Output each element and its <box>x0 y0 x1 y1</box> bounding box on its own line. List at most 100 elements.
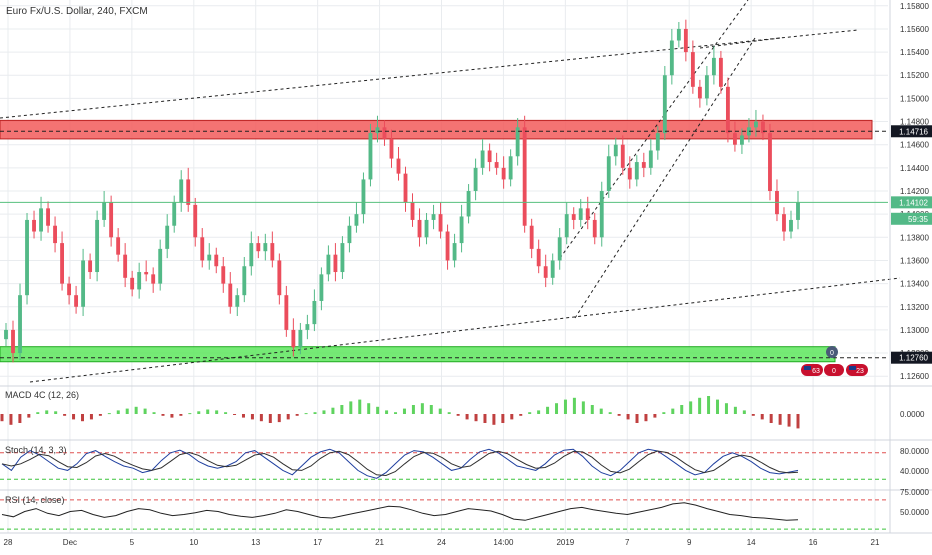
trendline[interactable] <box>699 37 781 49</box>
trendline[interactable] <box>574 37 756 319</box>
candle-body[interactable] <box>585 208 590 220</box>
candle-body[interactable] <box>81 260 86 307</box>
candle-body[interactable] <box>95 219 100 273</box>
candle-body[interactable] <box>312 300 317 325</box>
candle-body[interactable] <box>60 243 64 284</box>
candle-body[interactable] <box>550 260 555 278</box>
candle-body[interactable] <box>361 179 366 215</box>
candle-body[interactable] <box>326 254 331 275</box>
candle-body[interactable] <box>648 150 653 168</box>
candle-body[interactable] <box>599 191 604 238</box>
candle-body[interactable] <box>711 57 716 76</box>
candle-body[interactable] <box>592 219 597 238</box>
candle-body[interactable] <box>466 191 471 217</box>
candle-body[interactable] <box>655 133 660 151</box>
candle-body[interactable] <box>606 156 611 191</box>
candle-body[interactable] <box>669 40 674 76</box>
rsi-label[interactable]: RSI (14, close) <box>5 495 65 505</box>
candle-body[interactable] <box>662 75 667 134</box>
candle-body[interactable] <box>102 202 107 220</box>
candle-body[interactable] <box>459 216 464 244</box>
candle-body[interactable] <box>228 283 233 307</box>
candle-body[interactable] <box>186 179 191 205</box>
candle-body[interactable] <box>221 266 226 284</box>
candle-body[interactable] <box>277 260 282 296</box>
candle-body[interactable] <box>494 162 499 168</box>
candle-body[interactable] <box>480 150 485 168</box>
stoch-label[interactable]: Stoch (14, 3, 3) <box>5 445 67 455</box>
trendline[interactable] <box>29 277 901 383</box>
event-marker[interactable]: 63 <box>801 364 823 376</box>
candle-body[interactable] <box>761 121 765 134</box>
stoch-d-line[interactable] <box>1 450 799 477</box>
candle-body[interactable] <box>109 202 114 238</box>
candle-body[interactable] <box>158 248 163 284</box>
candle-body[interactable] <box>53 225 57 244</box>
candle-body[interactable] <box>747 127 751 136</box>
macd-label[interactable]: MACD 4C (12, 26) <box>5 390 79 400</box>
candle-body[interactable] <box>354 214 359 226</box>
candle-body[interactable] <box>740 135 744 145</box>
candle-body[interactable] <box>144 272 149 275</box>
candle-body[interactable] <box>690 52 695 87</box>
candle-body[interactable] <box>564 214 569 238</box>
candle-body[interactable] <box>508 156 513 180</box>
candle-body[interactable] <box>473 167 478 191</box>
candle-body[interactable] <box>375 127 380 134</box>
candle-body[interactable] <box>536 248 541 267</box>
candle-body[interactable] <box>424 219 429 238</box>
candle-body[interactable] <box>151 274 156 284</box>
symbol-title[interactable]: Euro Fx/U.S. Dollar, 240, FXCM <box>6 6 148 17</box>
candle-body[interactable] <box>270 243 275 261</box>
candle-body[interactable] <box>613 144 618 157</box>
candle-body[interactable] <box>697 86 702 99</box>
candle-body[interactable] <box>263 243 268 252</box>
candle-body[interactable] <box>782 214 786 232</box>
event-marker[interactable]: 0 <box>824 364 844 376</box>
candle-body[interactable] <box>116 237 121 255</box>
candle-body[interactable] <box>522 127 527 226</box>
candle-body[interactable] <box>179 179 184 203</box>
candle-body[interactable] <box>627 167 632 180</box>
candle-body[interactable] <box>32 219 36 232</box>
trendline[interactable] <box>559 0 749 259</box>
candle-body[interactable] <box>620 144 625 168</box>
candle-body[interactable] <box>193 204 198 238</box>
candle-body[interactable] <box>501 167 506 180</box>
candle-body[interactable] <box>368 133 373 180</box>
candle-body[interactable] <box>571 214 576 220</box>
candle-body[interactable] <box>18 295 22 354</box>
candle-body[interactable] <box>319 274 324 301</box>
candle-body[interactable] <box>389 138 394 159</box>
candle-body[interactable] <box>340 243 345 273</box>
candle-body[interactable] <box>67 283 72 296</box>
event-marker[interactable]: 0 <box>826 346 838 358</box>
candle-body[interactable] <box>200 237 205 261</box>
candle-body[interactable] <box>172 202 177 226</box>
candle-body[interactable] <box>796 202 800 220</box>
candle-body[interactable] <box>578 208 583 220</box>
candle-body[interactable] <box>382 127 387 139</box>
candle-body[interactable] <box>641 162 646 168</box>
candle-body[interactable] <box>11 329 15 354</box>
candle-body[interactable] <box>732 133 737 145</box>
candle-body[interactable] <box>242 266 247 296</box>
candle-body[interactable] <box>137 272 142 290</box>
candle-body[interactable] <box>298 329 303 348</box>
candle-body[interactable] <box>403 173 408 203</box>
candle-body[interactable] <box>704 75 709 99</box>
candle-body[interactable] <box>557 237 562 261</box>
candle-body[interactable] <box>515 127 520 157</box>
candle-body[interactable] <box>445 231 450 261</box>
candle-body[interactable] <box>725 86 730 134</box>
candle-body[interactable] <box>214 254 219 267</box>
candle-body[interactable] <box>207 254 212 261</box>
resistance-zone[interactable] <box>0 119 873 140</box>
candle-body[interactable] <box>718 57 723 87</box>
candle-body[interactable] <box>46 208 50 226</box>
candle-body[interactable] <box>123 254 128 278</box>
candle-body[interactable] <box>347 225 352 244</box>
candle-body[interactable] <box>487 150 492 163</box>
support-zone[interactable] <box>0 346 836 363</box>
